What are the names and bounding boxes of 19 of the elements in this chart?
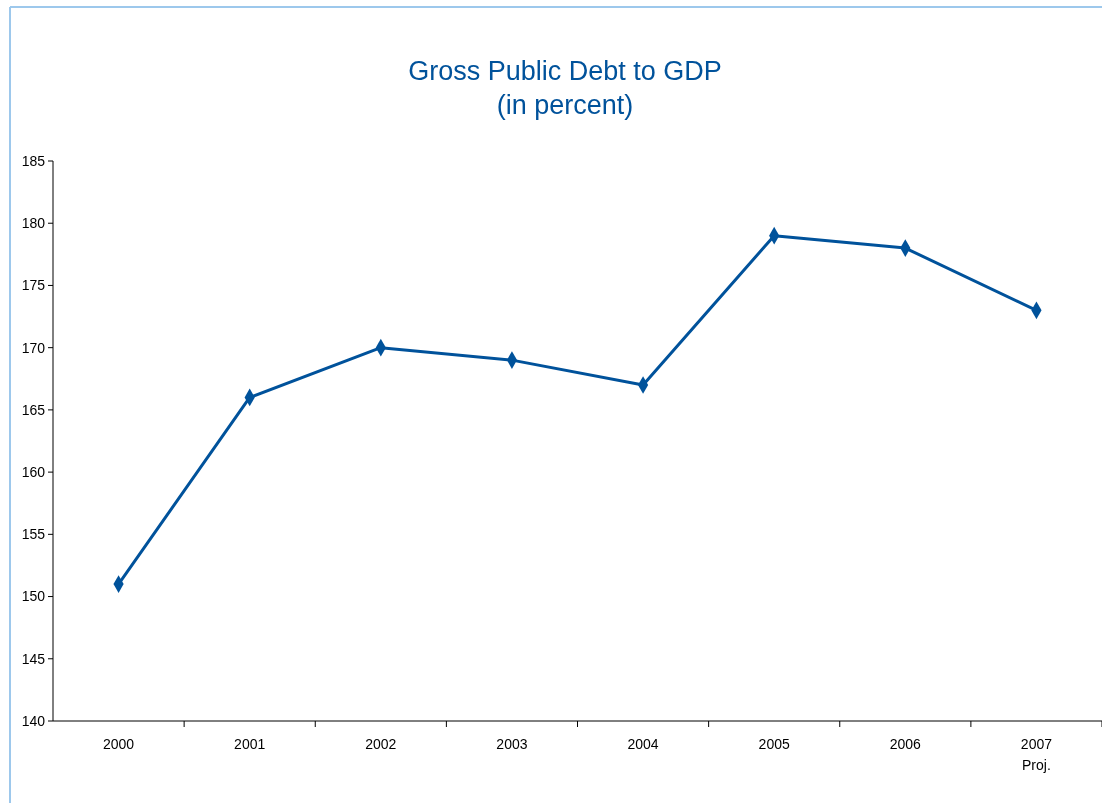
x-tick-label: 2006 <box>889 736 922 752</box>
y-tick-label: 175 <box>21 277 46 294</box>
x-tick-label: 2002 <box>365 736 397 752</box>
y-tick-label: 170 <box>21 339 46 356</box>
x-tick-label: 2003 <box>496 736 528 752</box>
x-tick-label: 2004 <box>627 736 659 752</box>
y-tick-label: 145 <box>21 650 46 667</box>
y-tick-label: 150 <box>21 588 46 605</box>
y-tick-label: 140 <box>21 712 46 729</box>
x-tick-label: 2001 <box>234 736 266 752</box>
y-tick-label: 160 <box>21 464 46 481</box>
x-tick-label: 2000 <box>102 736 135 752</box>
x-tick-label: 2007 Proj. <box>1020 736 1053 773</box>
y-tick-label: 165 <box>21 401 46 418</box>
y-tick-label: 155 <box>21 526 46 543</box>
chart-title: Gross Public Debt to GDP (in percent) <box>408 56 722 120</box>
y-tick-label: 185 <box>21 152 46 169</box>
y-tick-label: 180 <box>21 215 46 232</box>
x-tick-label: 2005 <box>758 736 790 752</box>
